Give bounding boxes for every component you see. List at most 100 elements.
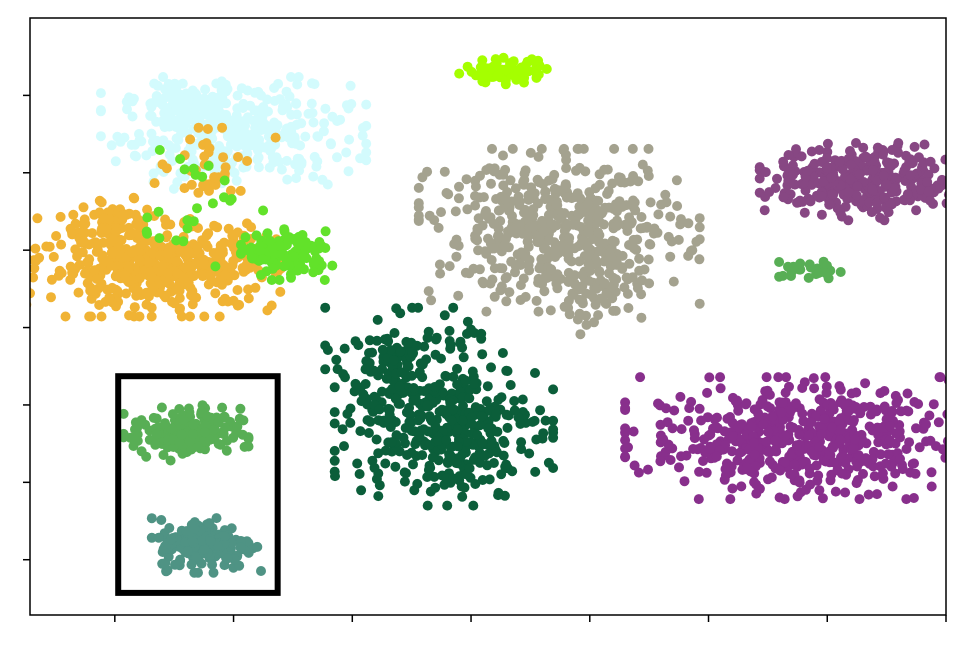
data-point	[164, 523, 175, 533]
data-point	[676, 214, 686, 225]
data-point	[80, 268, 90, 279]
data-point	[217, 122, 228, 133]
data-point	[548, 432, 559, 443]
data-point	[662, 417, 673, 428]
data-point	[444, 451, 455, 462]
data-point	[694, 234, 705, 245]
data-point	[794, 475, 805, 486]
data-point	[515, 260, 526, 270]
data-point	[232, 90, 243, 101]
data-point	[926, 467, 937, 478]
data-point	[177, 448, 188, 459]
data-point	[580, 166, 591, 177]
data-point	[623, 220, 634, 230]
data-point	[532, 237, 543, 248]
data-point	[189, 524, 200, 534]
data-point	[519, 207, 529, 218]
data-point	[804, 468, 815, 479]
data-point	[171, 235, 182, 246]
data-point	[133, 285, 143, 296]
data-point	[184, 247, 195, 258]
data-point	[215, 245, 225, 255]
data-point	[516, 437, 527, 448]
data-point	[925, 156, 936, 167]
data-point	[237, 242, 248, 253]
data-point	[175, 555, 185, 566]
data-point	[98, 237, 109, 248]
data-point	[645, 197, 656, 208]
data-point	[820, 372, 831, 383]
data-point	[345, 80, 356, 91]
data-point	[767, 411, 778, 422]
data-point	[764, 456, 775, 467]
series-6	[620, 372, 968, 505]
data-point	[806, 146, 817, 157]
points-layer	[30, 52, 968, 578]
data-point	[197, 535, 208, 546]
data-point	[852, 461, 863, 472]
data-point	[792, 491, 803, 502]
data-point	[733, 405, 744, 416]
data-point	[816, 209, 827, 220]
data-point	[797, 408, 808, 419]
data-point	[779, 494, 790, 505]
data-point	[504, 287, 515, 298]
data-point	[643, 143, 654, 154]
data-point	[528, 221, 538, 232]
data-point	[496, 469, 507, 480]
data-point	[187, 536, 198, 546]
data-point	[339, 343, 350, 354]
data-point	[834, 157, 845, 168]
data-point	[441, 188, 452, 198]
data-point	[533, 151, 544, 162]
data-point	[575, 193, 586, 204]
data-point	[111, 301, 121, 312]
data-point	[476, 333, 487, 344]
data-point	[219, 411, 230, 422]
data-point	[942, 436, 946, 446]
data-point	[215, 276, 226, 287]
data-point	[611, 274, 622, 285]
data-point	[665, 211, 676, 222]
data-point	[496, 281, 507, 292]
data-point	[185, 134, 196, 145]
data-point	[209, 172, 220, 183]
data-point	[696, 415, 707, 426]
data-point	[931, 441, 941, 452]
data-point	[154, 233, 165, 244]
data-point	[914, 442, 925, 453]
data-point	[267, 263, 278, 274]
data-point	[256, 90, 267, 101]
data-point	[218, 260, 229, 271]
data-point	[46, 292, 56, 303]
data-point	[185, 311, 195, 322]
data-point	[200, 84, 211, 95]
data-point	[461, 436, 472, 447]
data-point	[192, 242, 203, 253]
data-point	[96, 197, 107, 208]
data-point	[624, 258, 635, 269]
data-point	[701, 467, 712, 478]
data-point	[634, 253, 645, 264]
data-point	[241, 264, 252, 275]
data-point	[399, 476, 410, 487]
data-point	[702, 387, 713, 398]
data-point	[193, 122, 204, 133]
data-point	[813, 470, 824, 481]
data-point	[958, 206, 968, 216]
data-point	[666, 236, 677, 247]
data-point	[551, 278, 562, 289]
data-point	[711, 451, 722, 462]
data-point	[134, 273, 145, 284]
data-point	[260, 142, 271, 153]
data-point	[285, 269, 296, 280]
data-point	[563, 277, 574, 287]
data-point	[436, 353, 446, 364]
data-point	[349, 386, 360, 397]
data-point	[963, 421, 968, 431]
data-point	[377, 386, 387, 397]
data-point	[377, 364, 388, 374]
data-point	[486, 178, 496, 189]
data-point	[628, 234, 639, 245]
data-point	[407, 347, 418, 358]
